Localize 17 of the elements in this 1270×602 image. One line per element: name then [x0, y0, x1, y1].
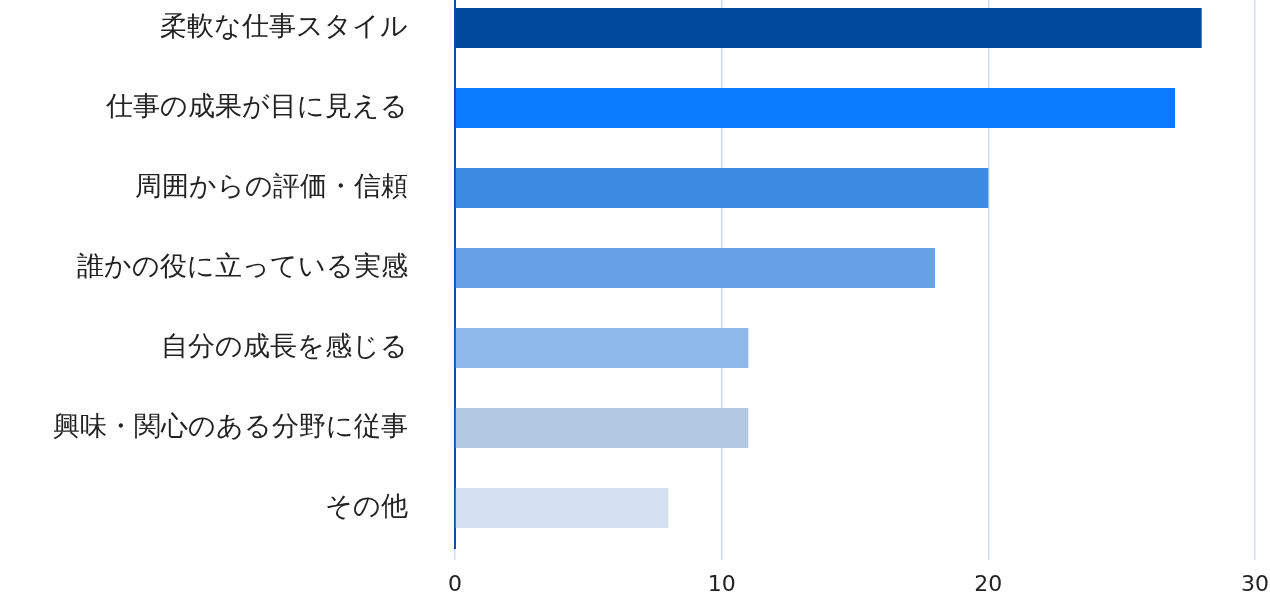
y-tick-label: 自分の成長を感じる [161, 330, 408, 362]
bar [455, 408, 749, 448]
bar [455, 88, 1175, 128]
y-tick-label: 誰かの役に立っている実感 [77, 250, 408, 282]
bar [455, 168, 989, 208]
y-tick-label: 仕事の成果が目に見える [105, 90, 408, 122]
bar [455, 328, 749, 368]
x-tick-label: 30 [1241, 570, 1269, 596]
y-tick-label: 柔軟な仕事スタイル [160, 10, 408, 42]
bar [455, 248, 935, 288]
x-tick-label: 20 [974, 570, 1003, 596]
bar [455, 488, 669, 528]
y-tick-label: 周囲からの評価・信頼 [135, 170, 408, 202]
x-tick-label: 10 [707, 570, 736, 596]
x-tick-label: 0 [448, 570, 462, 596]
y-tick-label: 興味・関心のある分野に従事 [53, 410, 408, 442]
y-tick-label: その他 [325, 490, 408, 522]
